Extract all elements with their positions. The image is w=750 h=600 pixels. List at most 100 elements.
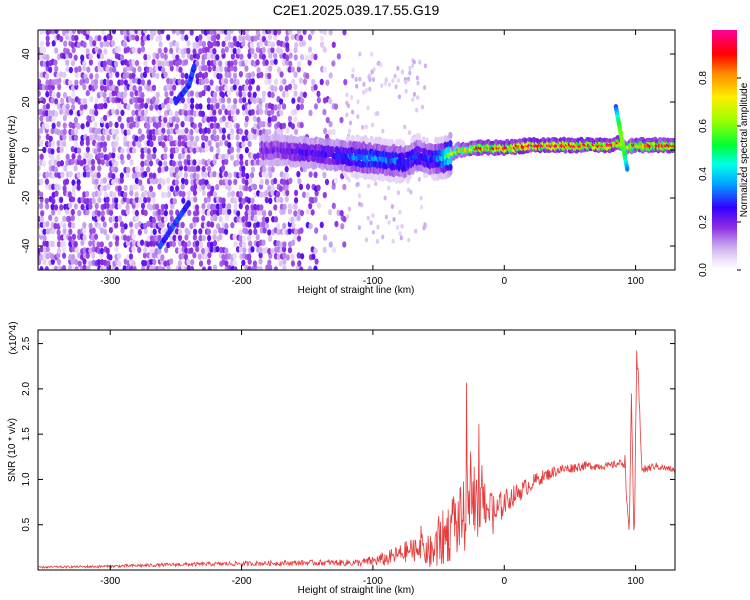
heatmap-cell (209, 79, 214, 86)
heatmap-cell (295, 34, 301, 42)
heatmap-cell (270, 108, 275, 115)
heatmap-cell (201, 234, 206, 242)
heatmap-cell (267, 259, 272, 266)
heatmap-cell (108, 254, 113, 261)
heatmap-cell (77, 197, 82, 204)
heatmap-cell (74, 34, 79, 42)
heatmap-cell (238, 128, 243, 135)
heatmap-cell (360, 124, 365, 130)
heatmap-cell (106, 183, 111, 190)
heatmap-cell (68, 254, 73, 261)
heatmap-cell (160, 209, 165, 216)
heatmap-cell (346, 103, 350, 109)
heatmap-cell (61, 30, 67, 36)
heatmap-cell (114, 140, 119, 148)
heatmap-cell (422, 225, 426, 231)
heatmap-cell (145, 66, 150, 73)
heatmap-cell (138, 85, 143, 93)
heatmap-cell (299, 121, 304, 129)
heatmap-cell (357, 201, 362, 207)
heatmap-cell (268, 264, 273, 270)
heatmap-cell (48, 66, 53, 73)
heatmap-cell (151, 71, 156, 78)
heatmap-cell (115, 235, 120, 242)
heatmap-cell (187, 240, 192, 247)
heatmap-cell (196, 165, 201, 172)
heatmap-cell (163, 216, 168, 223)
heatmap-cell (105, 160, 110, 167)
heatmap-cell (94, 46, 99, 53)
heatmap-cell (213, 214, 218, 222)
heatmap-cell (374, 136, 379, 144)
heatmap-cell (94, 103, 99, 110)
heatmap-cell (103, 265, 108, 270)
heatmap-cell (88, 84, 93, 91)
snr-x-tick-label: -300 (100, 576, 120, 587)
heatmap-cell (290, 260, 296, 267)
heatmap-cell (206, 103, 211, 111)
heatmap-cell (195, 245, 200, 253)
heatmap-cell (126, 103, 131, 111)
heatmap-cell (102, 91, 107, 99)
heatmap-cell (70, 214, 75, 222)
heatmap-cell (195, 173, 200, 180)
heatmap-cell (299, 103, 305, 110)
heatmap-cell (158, 41, 163, 48)
heatmap-cell (270, 189, 275, 197)
heatmap-cell (287, 83, 293, 91)
heatmap-cell (145, 240, 151, 248)
heatmap-cell (102, 185, 108, 192)
heatmap-cell (94, 183, 99, 190)
heatmap-cell (189, 247, 194, 254)
snr-x-tick-label: -100 (363, 576, 383, 587)
heatmap-cell (336, 209, 341, 217)
heatmap-cell (102, 114, 108, 122)
heatmap-cell (91, 227, 96, 234)
heatmap-cell (74, 128, 79, 135)
heatmap-cell (212, 240, 218, 247)
heatmap-cell (259, 191, 264, 198)
heatmap-cell (111, 96, 116, 104)
heatmap-cell (48, 159, 53, 167)
heatmap-cell (229, 77, 234, 85)
heatmap-cell (181, 190, 186, 198)
heatmap-cell (221, 208, 227, 216)
heatmap-cell (304, 54, 309, 61)
heatmap-cell (135, 121, 140, 128)
heatmap-cell (233, 240, 238, 248)
heatmap-cell (137, 78, 142, 85)
heatmap-cell (396, 190, 401, 196)
heatmap-cell (256, 85, 261, 92)
heatmap-cell (198, 235, 203, 242)
heatmap-cell (76, 41, 81, 49)
heatmap-cell (258, 40, 264, 47)
heatmap-cell (143, 60, 148, 67)
heatmap-cell (355, 83, 359, 89)
heatmap-cell (186, 97, 191, 104)
heatmap-cell (62, 114, 67, 122)
heatmap-cell (51, 198, 56, 205)
heatmap-cell (267, 128, 272, 136)
heatmap-cell (238, 191, 243, 198)
heatmap-cell (345, 214, 350, 219)
heatmap-cell (215, 183, 220, 191)
heatmap-cell (296, 30, 302, 35)
heatmap-cell (82, 83, 87, 91)
heatmap-cell (293, 54, 298, 61)
heatmap-cell (166, 128, 171, 136)
heatmap-cell (206, 196, 211, 203)
heatmap-cell (314, 258, 319, 265)
heatmap-cell (108, 241, 113, 248)
heatmap-cell (44, 72, 50, 80)
heatmap-cell (82, 234, 87, 241)
heatmap-cell (206, 127, 211, 135)
heatmap-cell (143, 196, 148, 204)
heatmap-cell (171, 240, 177, 248)
heatmap-cell (137, 128, 142, 135)
heatmap-cell (116, 96, 122, 103)
heatmap-cell (56, 229, 61, 236)
snr-panel: -300 -200 -100 0 100 0.5 1.0 1.5 2.0 2.5 Height … (7, 321, 676, 596)
heatmap-cell (259, 71, 264, 79)
heatmap-cell (192, 159, 197, 166)
heatmap-cell (284, 91, 289, 98)
